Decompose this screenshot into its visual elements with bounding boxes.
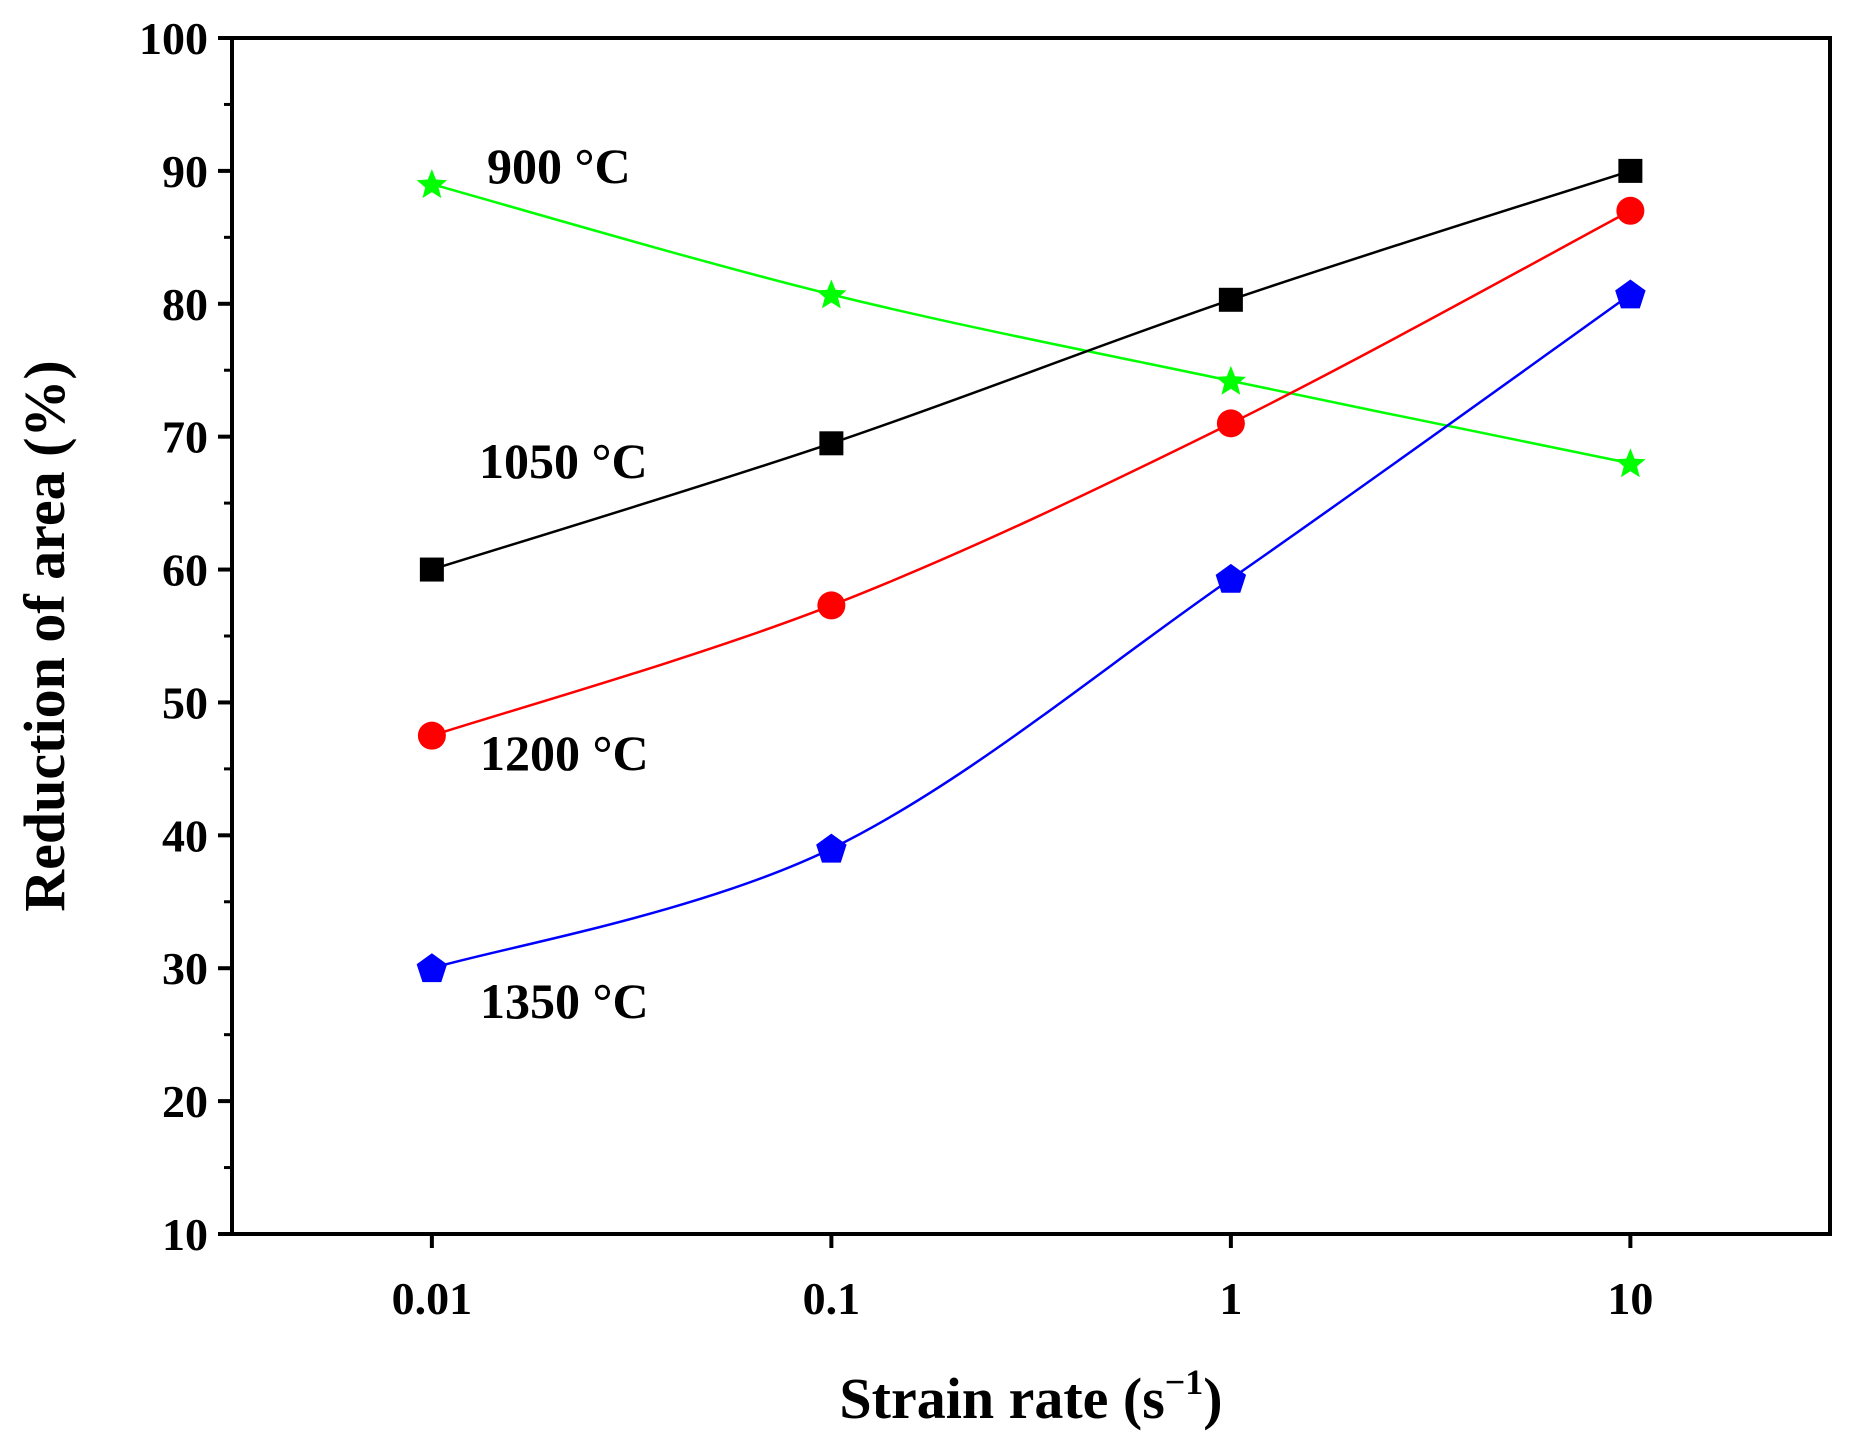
x-axis-title: Strain rate (s−1) — [839, 1362, 1222, 1431]
y-tick-label: 10 — [162, 1209, 208, 1260]
y-tick-label: 50 — [162, 677, 208, 728]
series-line-2 — [431, 209, 1631, 737]
series-line-3 — [431, 293, 1632, 970]
y-axis-title: Reduction of area (%) — [12, 360, 77, 911]
data-point — [416, 169, 448, 199]
annotation-900: 900 °C — [487, 138, 631, 194]
series-line-0 — [431, 182, 1631, 465]
data-point — [1215, 563, 1247, 593]
data-point — [1216, 409, 1245, 438]
y-tick-label: 80 — [162, 279, 208, 330]
series-line-1 — [431, 169, 1631, 571]
y-tick-label: 20 — [162, 1076, 208, 1127]
x-tick-label: 1 — [1219, 1273, 1242, 1324]
y-tick-label: 30 — [162, 943, 208, 994]
x-tick-label: 10 — [1607, 1273, 1653, 1324]
x-tick-label: 0.01 — [392, 1273, 473, 1324]
data-point — [1618, 158, 1643, 183]
data-point — [416, 953, 448, 983]
data-point — [419, 557, 444, 582]
annotation-1350: 1350 °C — [480, 973, 649, 1029]
data-point — [819, 431, 844, 456]
data-point — [1218, 287, 1243, 312]
data-point — [417, 721, 446, 750]
y-tick-label: 60 — [162, 545, 208, 596]
series-markers — [416, 158, 1646, 983]
y-tick-label: 40 — [162, 810, 208, 861]
x-axis: 0.01 0.1 1 10 — [392, 1234, 1653, 1324]
data-point — [816, 279, 847, 309]
y-tick-label: 90 — [162, 146, 208, 197]
y-axis: 10 20 30 40 50 60 70 80 90 100 — [139, 13, 232, 1260]
data-point — [1615, 279, 1646, 309]
annotation-1200: 1200 °C — [480, 725, 649, 781]
data-point — [1215, 365, 1247, 395]
y-tick-label: 100 — [139, 13, 208, 64]
data-point — [817, 591, 846, 620]
plot-frame — [230, 36, 1832, 1236]
y-tick-label: 70 — [162, 412, 208, 463]
annotation-1050: 1050 °C — [479, 433, 648, 489]
data-point — [1615, 448, 1646, 478]
x-tick-label: 0.1 — [803, 1273, 861, 1324]
data-point — [816, 833, 847, 863]
series-lines — [431, 169, 1632, 970]
annotations: 900 °C 1050 °C 1200 °C 1350 °C — [479, 138, 649, 1029]
data-point — [1616, 196, 1645, 225]
